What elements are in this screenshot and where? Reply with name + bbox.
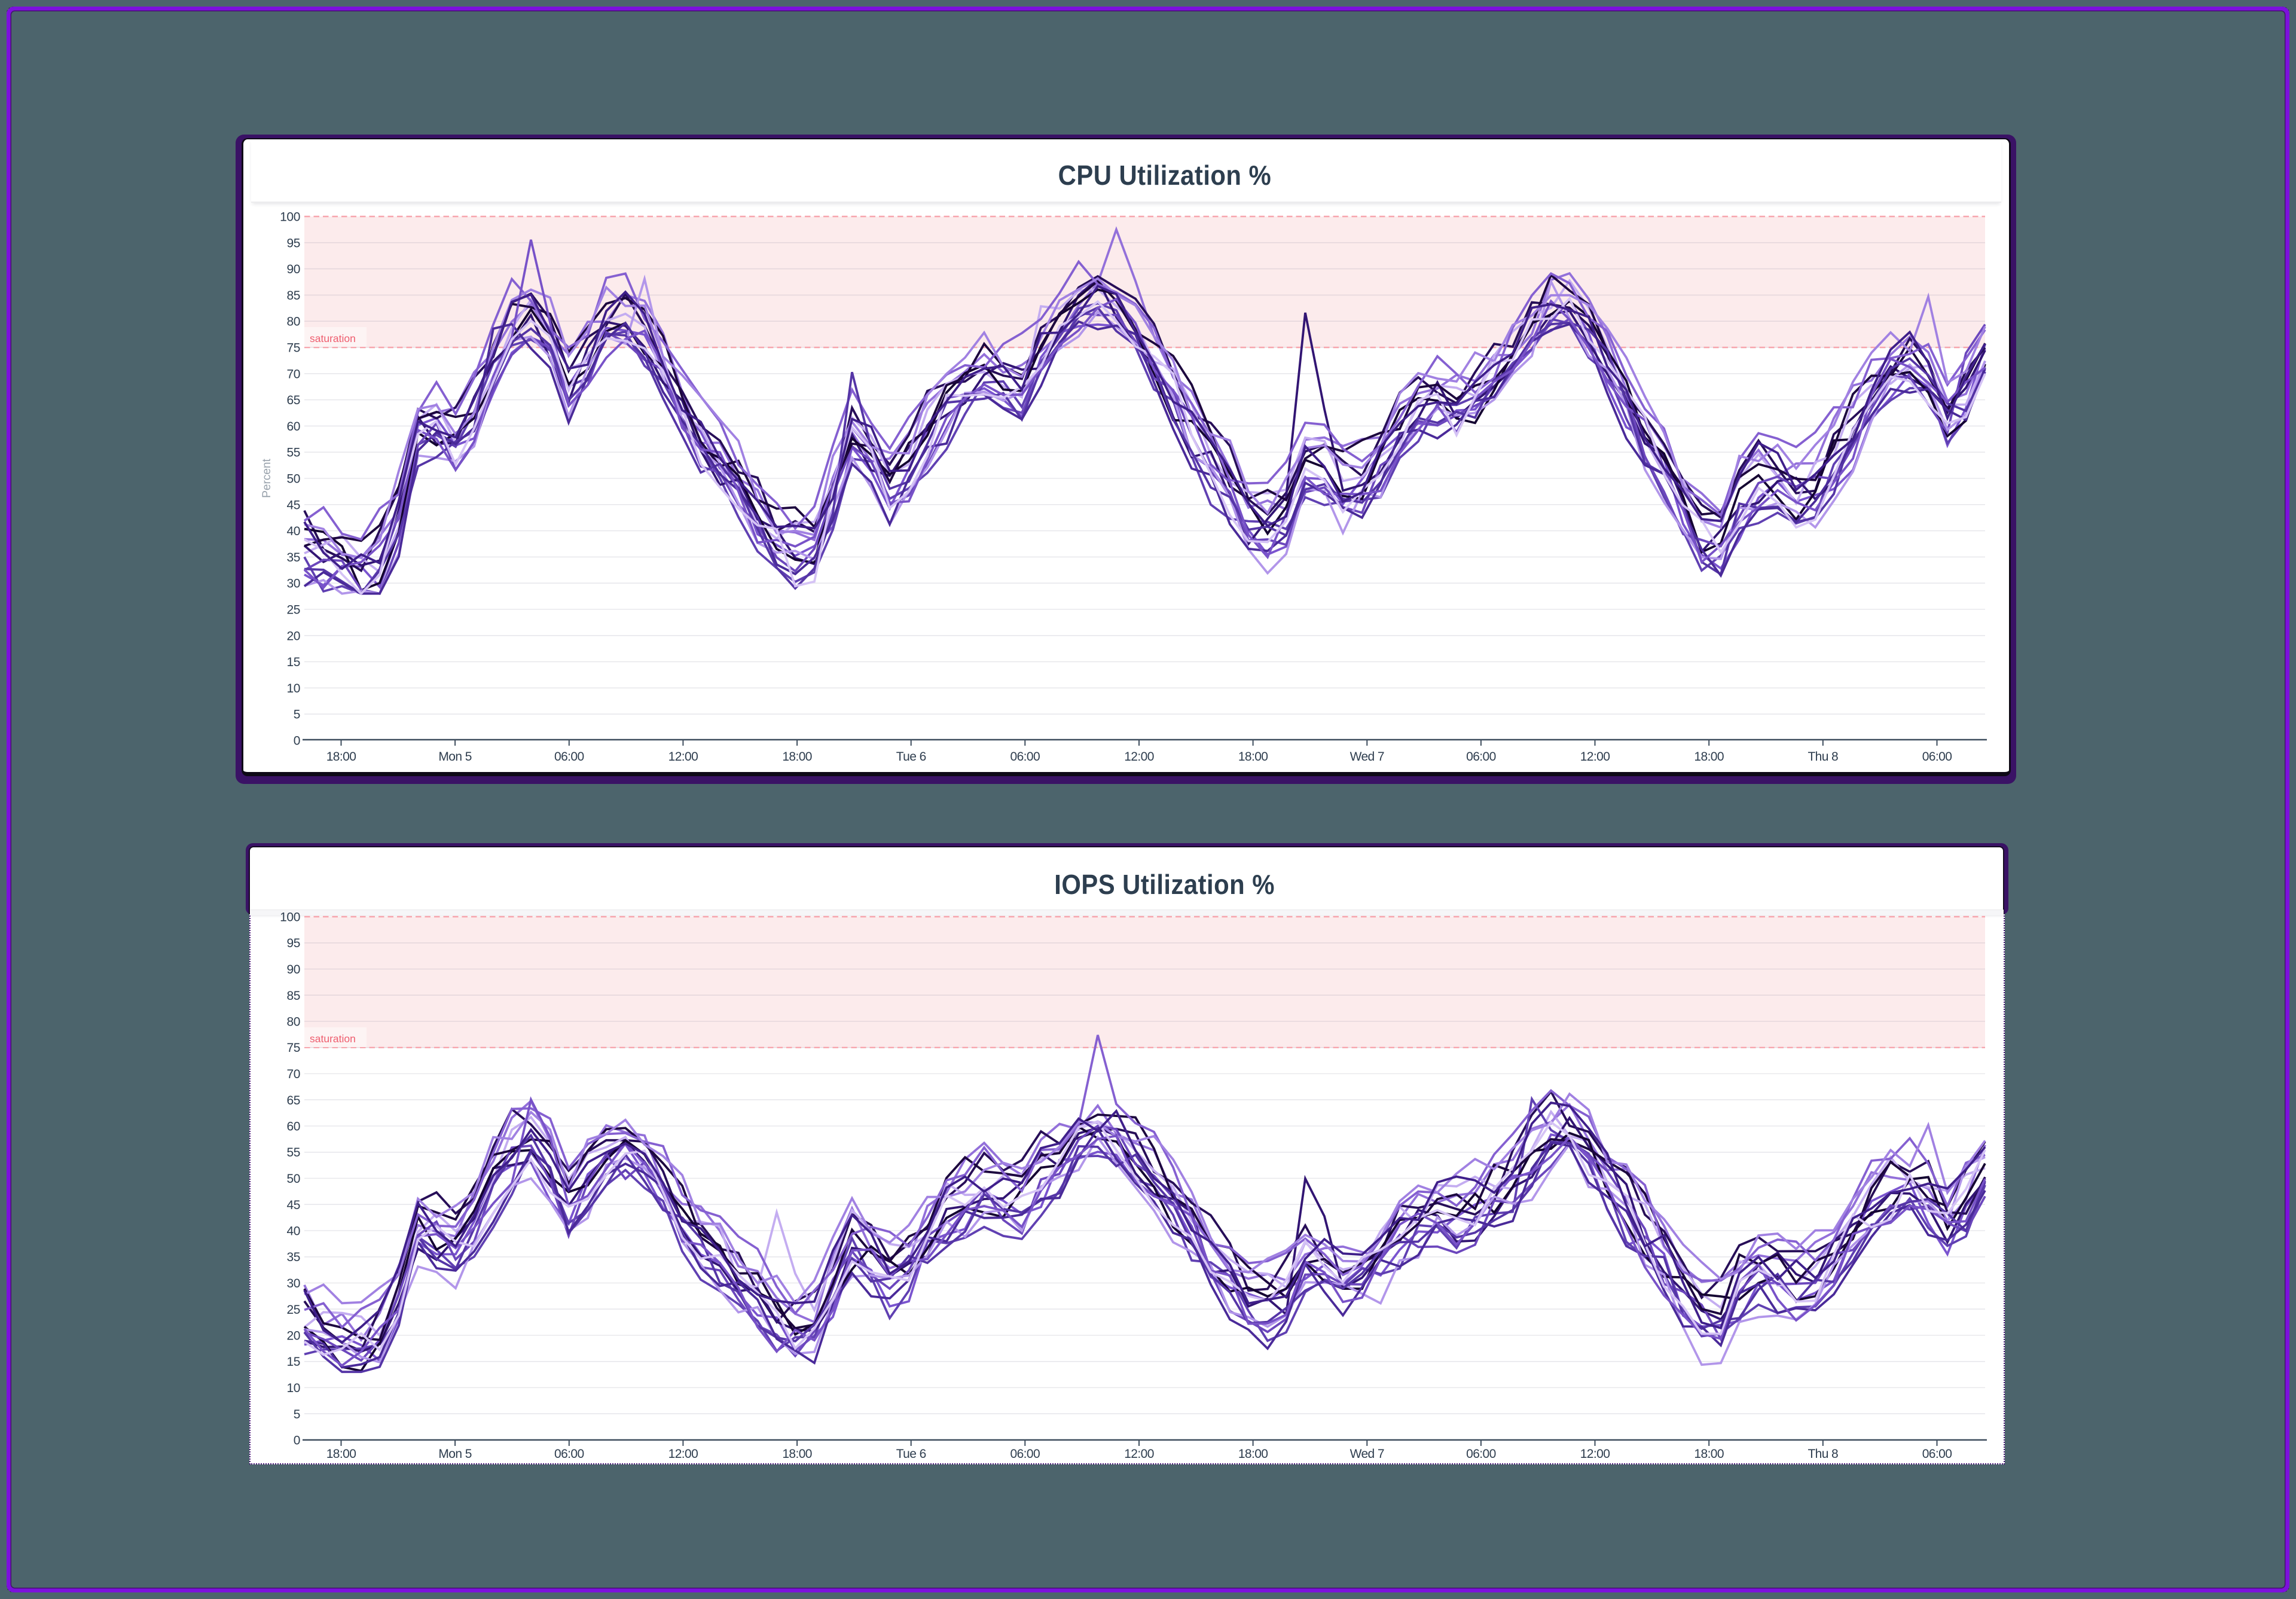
svg-text:50: 50 (286, 472, 300, 486)
svg-text:06:00: 06:00 (1466, 750, 1496, 764)
svg-text:Wed 7: Wed 7 (1350, 750, 1384, 764)
svg-text:30: 30 (286, 1277, 300, 1290)
svg-text:95: 95 (286, 936, 300, 950)
svg-text:35: 35 (286, 1250, 300, 1264)
svg-text:Mon 5: Mon 5 (438, 1447, 471, 1461)
svg-text:10: 10 (286, 682, 300, 695)
svg-text:Tue 6: Tue 6 (896, 750, 926, 764)
svg-text:0: 0 (294, 734, 300, 748)
svg-text:18:00: 18:00 (1238, 750, 1268, 764)
svg-text:Mon 5: Mon 5 (438, 750, 471, 764)
svg-text:5: 5 (294, 708, 300, 722)
svg-text:85: 85 (286, 989, 300, 1003)
svg-text:Wed 7: Wed 7 (1350, 1447, 1384, 1461)
svg-text:18:00: 18:00 (1694, 750, 1724, 764)
svg-text:95: 95 (286, 236, 300, 250)
svg-text:06:00: 06:00 (1466, 1447, 1496, 1461)
svg-text:18:00: 18:00 (1238, 1447, 1268, 1461)
svg-text:75: 75 (286, 341, 300, 355)
svg-text:18:00: 18:00 (326, 1447, 356, 1461)
svg-text:0: 0 (294, 1434, 300, 1448)
svg-text:Tue 6: Tue 6 (896, 1447, 926, 1461)
svg-text:12:00: 12:00 (668, 750, 698, 764)
svg-text:55: 55 (286, 446, 300, 460)
svg-text:60: 60 (286, 420, 300, 434)
svg-text:30: 30 (286, 577, 300, 591)
svg-text:12:00: 12:00 (668, 1447, 698, 1461)
svg-text:06:00: 06:00 (554, 1447, 584, 1461)
svg-text:06:00: 06:00 (1010, 750, 1040, 764)
svg-text:Percent: Percent (261, 459, 273, 498)
svg-text:40: 40 (286, 524, 300, 538)
svg-text:18:00: 18:00 (326, 750, 356, 764)
svg-text:12:00: 12:00 (1580, 1447, 1610, 1461)
svg-text:18:00: 18:00 (1694, 1447, 1724, 1461)
svg-text:20: 20 (286, 1329, 300, 1343)
svg-text:18:00: 18:00 (782, 750, 812, 764)
svg-text:45: 45 (286, 498, 300, 512)
svg-text:12:00: 12:00 (1580, 750, 1610, 764)
svg-text:06:00: 06:00 (554, 750, 584, 764)
svg-text:10: 10 (286, 1381, 300, 1395)
svg-text:55: 55 (286, 1146, 300, 1159)
svg-text:90: 90 (286, 263, 300, 276)
svg-text:12:00: 12:00 (1124, 750, 1154, 764)
svg-text:12:00: 12:00 (1124, 1447, 1154, 1461)
svg-text:70: 70 (286, 1067, 300, 1081)
svg-text:15: 15 (286, 1355, 300, 1369)
svg-text:saturation: saturation (310, 1033, 356, 1045)
svg-text:60: 60 (286, 1120, 300, 1134)
svg-text:75: 75 (286, 1041, 300, 1055)
svg-text:18:00: 18:00 (782, 1447, 812, 1461)
svg-text:06:00: 06:00 (1922, 1447, 1952, 1461)
svg-text:25: 25 (286, 603, 300, 617)
svg-text:35: 35 (286, 551, 300, 564)
svg-text:15: 15 (286, 655, 300, 669)
svg-text:80: 80 (286, 315, 300, 329)
svg-text:Thu 8: Thu 8 (1808, 1447, 1838, 1461)
svg-text:45: 45 (286, 1198, 300, 1212)
svg-text:25: 25 (286, 1303, 300, 1317)
svg-text:65: 65 (286, 1094, 300, 1107)
svg-text:Thu 8: Thu 8 (1808, 750, 1838, 764)
svg-text:06:00: 06:00 (1010, 1447, 1040, 1461)
svg-text:65: 65 (286, 393, 300, 407)
svg-text:50: 50 (286, 1172, 300, 1186)
svg-text:100: 100 (280, 210, 300, 224)
svg-text:80: 80 (286, 1015, 300, 1029)
svg-text:06:00: 06:00 (1922, 750, 1952, 764)
svg-text:70: 70 (286, 367, 300, 381)
svg-text:saturation: saturation (310, 332, 356, 344)
svg-text:5: 5 (294, 1408, 300, 1421)
svg-text:85: 85 (286, 289, 300, 303)
svg-text:20: 20 (286, 629, 300, 643)
svg-text:90: 90 (286, 963, 300, 977)
svg-text:100: 100 (280, 911, 300, 924)
svg-text:40: 40 (286, 1225, 300, 1238)
